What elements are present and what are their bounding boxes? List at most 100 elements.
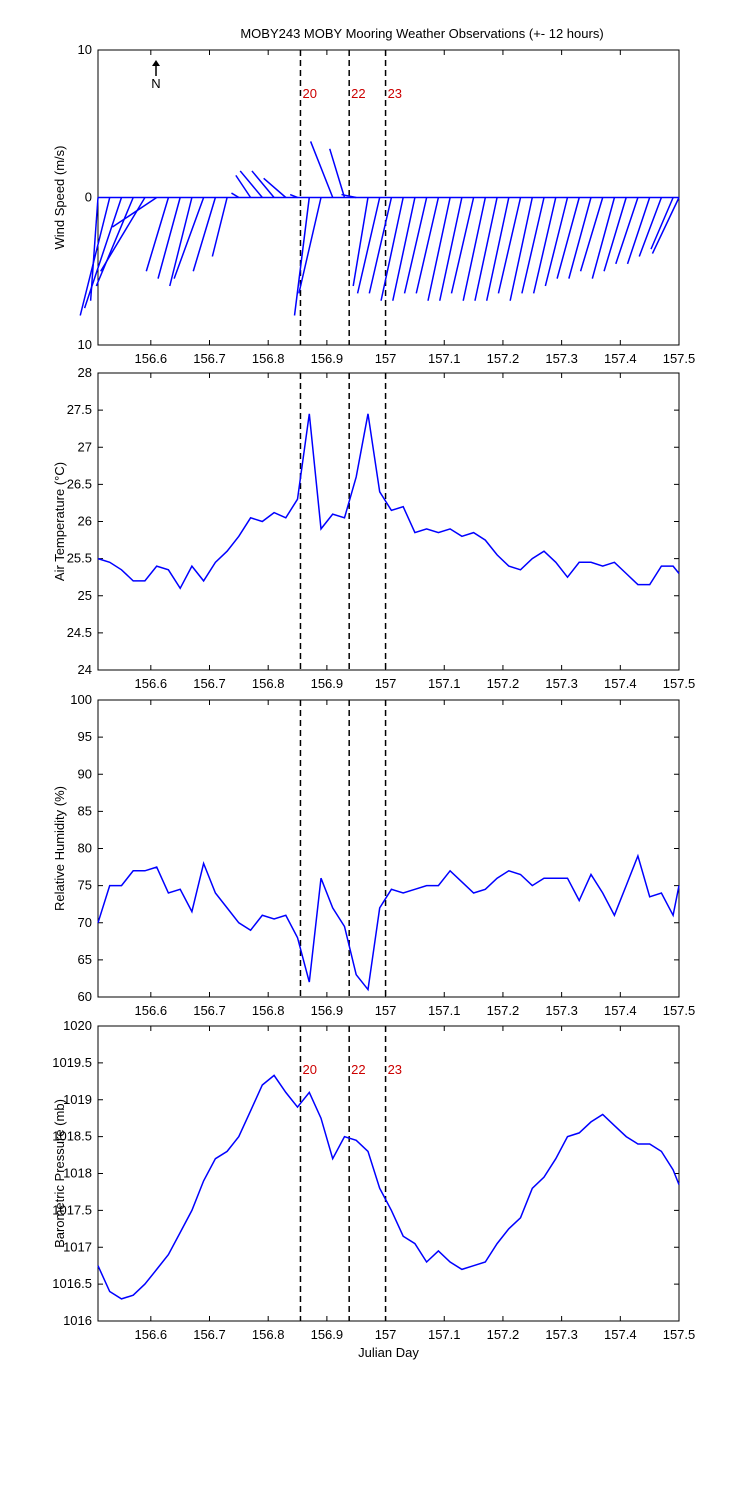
- x-tick-label: 157.1: [428, 1327, 461, 1342]
- y-tick-label: 80: [78, 841, 92, 856]
- wind-stick: [309, 141, 334, 198]
- x-tick-label: 157.3: [545, 1003, 578, 1018]
- x-tick-label: 156.8: [252, 1327, 285, 1342]
- wind-stick: [626, 197, 651, 265]
- x-tick-label: 157: [375, 1327, 397, 1342]
- wind-stick: [544, 197, 569, 287]
- x-tick-label: 156.8: [252, 351, 285, 366]
- y-tick-label: 1016.5: [52, 1276, 92, 1291]
- x-tick-label: 157.1: [428, 351, 461, 366]
- y-tick-label: 70: [78, 915, 92, 930]
- wind-stick: [293, 197, 311, 316]
- x-tick-label: 156.7: [193, 351, 226, 366]
- wind-stick: [485, 197, 510, 301]
- wind-stick: [95, 197, 134, 287]
- y-tick-label: 1017.5: [52, 1202, 92, 1217]
- event-label: 23: [388, 86, 402, 101]
- wind-stick: [568, 197, 592, 279]
- event-label: 20: [302, 1062, 316, 1077]
- wind-stick: [79, 197, 111, 316]
- wind-stick: [356, 197, 381, 294]
- y-tick-label: 90: [78, 766, 92, 781]
- y-tick-label: 65: [78, 952, 92, 967]
- x-tick-label: 156.6: [135, 676, 168, 691]
- x-tick-label: 156.6: [135, 351, 168, 366]
- x-tick-label: 157.4: [604, 1003, 637, 1018]
- wind-stick: [341, 193, 357, 199]
- x-tick-label: 156.9: [311, 1327, 344, 1342]
- x-tick-label: 157: [375, 1003, 397, 1018]
- x-tick-label: 157.3: [545, 351, 578, 366]
- chart-title: MOBY243 MOBY Mooring Weather Observation…: [240, 26, 603, 41]
- wind-stick: [579, 197, 604, 272]
- x-tick-label: 157.2: [487, 351, 520, 366]
- x-tick-label: 157.4: [604, 1327, 637, 1342]
- wind-stick: [368, 197, 393, 294]
- y-tick-label: 24: [78, 662, 92, 677]
- wind-stick: [89, 197, 99, 301]
- y-tick-label: 27.5: [67, 402, 92, 417]
- wind-stick: [556, 197, 580, 279]
- y-tick-label: 28: [78, 365, 92, 380]
- wind-stick: [403, 197, 428, 294]
- y-axis-label: Barometric Pressure (mb): [52, 1099, 67, 1248]
- x-tick-label: 157.5: [663, 676, 696, 691]
- y-tick-label: 1020: [63, 1018, 92, 1033]
- x-tick-label: 157.2: [487, 676, 520, 691]
- wind-stick: [521, 197, 545, 294]
- wind-stick: [439, 197, 463, 301]
- wind-stick: [427, 197, 451, 301]
- event-label: 20: [302, 86, 316, 101]
- y-tick-label: 60: [78, 989, 92, 1004]
- y-tick-label: 25: [78, 588, 92, 603]
- y-tick-label: 75: [78, 878, 92, 893]
- x-tick-label: 156.8: [252, 676, 285, 691]
- wind-stick: [231, 192, 240, 199]
- wind-stick: [532, 197, 557, 294]
- y-tick-label: 95: [78, 729, 92, 744]
- x-tick-label: 156.9: [311, 676, 344, 691]
- data-line: [97, 413, 680, 590]
- wind-stick: [263, 177, 287, 199]
- x-tick-label: 157.3: [545, 1327, 578, 1342]
- y-tick-label: 100: [70, 692, 92, 707]
- x-tick-label: 157.5: [663, 1327, 696, 1342]
- wind-stick: [415, 197, 440, 294]
- north-label: N: [151, 76, 160, 91]
- x-tick-label: 157: [375, 351, 397, 366]
- x-tick-label: 156.9: [311, 1003, 344, 1018]
- north-arrowhead: [152, 60, 160, 66]
- y-tick-label: 10: [78, 337, 92, 352]
- y-tick-label: 1019: [63, 1092, 92, 1107]
- wind-stick: [497, 197, 522, 294]
- y-tick-label: 85: [78, 803, 92, 818]
- x-tick-label: 157.2: [487, 1003, 520, 1018]
- wind-stick: [211, 197, 228, 257]
- wind-stick: [650, 197, 674, 250]
- wind-stick: [591, 197, 616, 279]
- wind-stick: [329, 148, 346, 198]
- wind-stick: [251, 170, 275, 198]
- y-axis-label: Relative Humidity (%): [52, 786, 67, 911]
- wind-stick: [173, 197, 205, 279]
- x-tick-label: 157.5: [663, 1003, 696, 1018]
- plot-frame: [97, 372, 680, 671]
- y-tick-label: 1017: [63, 1239, 92, 1254]
- y-axis-label: Wind Speed (m/s): [52, 145, 67, 249]
- y-tick-label: 27: [78, 439, 92, 454]
- y-tick-label: 1019.5: [52, 1055, 92, 1070]
- x-tick-label: 157.1: [428, 676, 461, 691]
- wind-stick: [462, 197, 487, 301]
- wind-stick: [145, 197, 170, 272]
- wind-stick: [239, 170, 263, 198]
- wind-stick: [615, 197, 639, 265]
- wind-stick: [192, 197, 217, 272]
- wind-stick: [112, 196, 158, 228]
- x-axis-label: Julian Day: [358, 1345, 419, 1360]
- y-tick-label: 1018.5: [52, 1129, 92, 1144]
- y-tick-label: 10: [78, 42, 92, 57]
- data-line: [97, 853, 680, 992]
- x-tick-label: 156.7: [193, 676, 226, 691]
